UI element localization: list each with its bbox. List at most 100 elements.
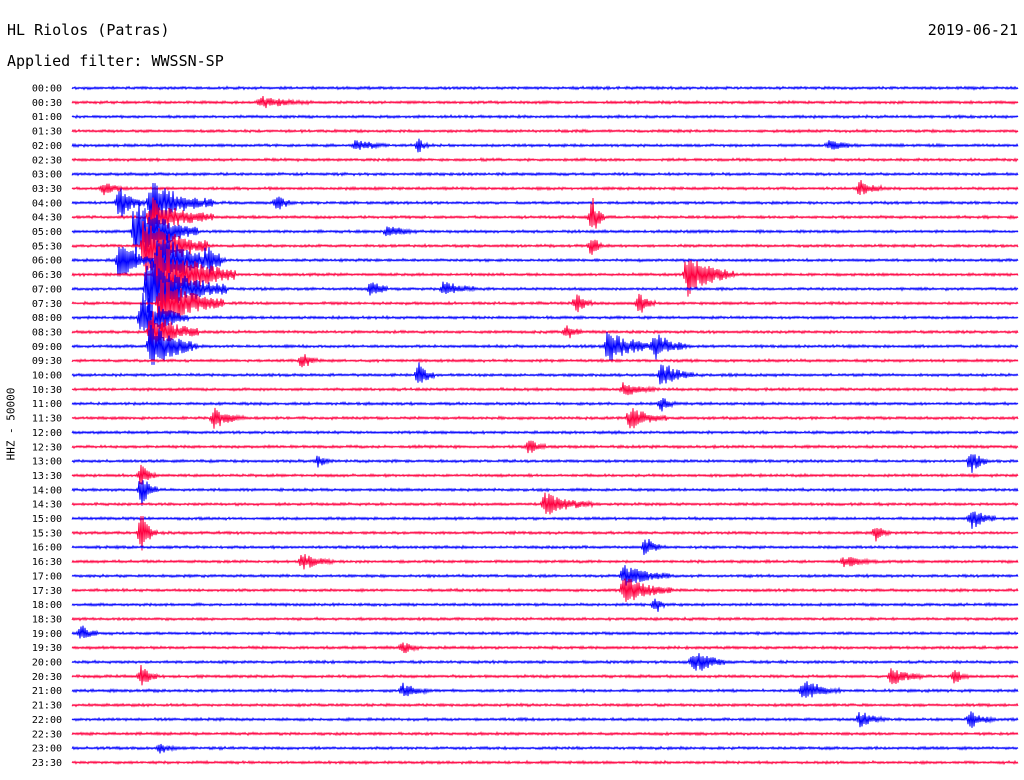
- row-time-label: 20:30: [32, 672, 62, 683]
- trace-row: [71, 200, 1019, 265]
- trace-row: [71, 711, 1019, 728]
- trace-row: [71, 246, 1019, 307]
- row-time-label: 11:00: [32, 399, 62, 410]
- row-time-label: 08:30: [32, 327, 62, 338]
- row-time-label: 05:00: [32, 227, 62, 238]
- row-time-label: 06:00: [32, 256, 62, 267]
- row-time-label: 19:30: [32, 643, 62, 654]
- trace-row: [71, 440, 1019, 454]
- trace-row: [71, 511, 1019, 529]
- row-time-label: 14:30: [32, 500, 62, 511]
- row-time-label: 14:00: [32, 485, 62, 496]
- row-time-label: 17:00: [32, 571, 62, 582]
- row-time-label: 18:00: [32, 600, 62, 611]
- trace-row: [71, 382, 1019, 396]
- station-title: HL Riolos (Patras): [7, 21, 170, 39]
- trace-row: [71, 539, 1019, 555]
- row-time-label: 13:30: [32, 471, 62, 482]
- trace-row: [71, 113, 1019, 120]
- row-time-label: 16:30: [32, 557, 62, 568]
- trace-row: [71, 138, 1019, 153]
- trace-row: [71, 397, 1019, 412]
- row-time-label: 02:00: [32, 141, 62, 152]
- trace-row: [71, 464, 1019, 485]
- trace-row: [71, 354, 1019, 368]
- row-time-label: 11:30: [32, 414, 62, 425]
- trace-row: [71, 565, 1019, 586]
- row-time-label: 22:30: [32, 729, 62, 740]
- filter-label: Applied filter: WWSSN-SP: [7, 52, 224, 70]
- trace-row: [71, 492, 1019, 515]
- trace-row: [71, 578, 1019, 602]
- trace-row: [71, 653, 1019, 671]
- row-time-label: 07:00: [32, 284, 62, 295]
- trace-row: [71, 554, 1019, 570]
- row-time-label: 10:00: [32, 371, 62, 382]
- trace-row: [71, 454, 1019, 473]
- row-time-label: 00:30: [32, 98, 62, 109]
- trace-row: [71, 279, 1019, 331]
- trace-row: [71, 362, 1019, 385]
- row-time-label: 15:30: [32, 528, 62, 539]
- row-time-label: 23:30: [32, 758, 62, 769]
- row-time-label: 04:30: [32, 213, 62, 224]
- trace-row: [71, 292, 1019, 336]
- trace-row: [71, 759, 1019, 766]
- row-time-label: 03:30: [32, 184, 62, 195]
- trace-row: [71, 182, 1019, 222]
- row-time-label: 08:00: [32, 313, 62, 324]
- trace-row: [71, 180, 1019, 196]
- trace-row: [71, 235, 1019, 281]
- trace-row: [71, 515, 1019, 551]
- trace-row: [71, 257, 1019, 323]
- trace-row: [71, 743, 1019, 754]
- trace-row: [71, 325, 1019, 365]
- trace-row: [71, 407, 1019, 429]
- trace-row: [71, 625, 1019, 639]
- row-time-label: 21:30: [32, 701, 62, 712]
- row-time-label: 22:00: [32, 715, 62, 726]
- row-time-label: 12:30: [32, 442, 62, 453]
- trace-row: [71, 197, 1019, 234]
- trace-row: [71, 85, 1019, 91]
- row-time-label: 06:30: [32, 270, 62, 281]
- trace-row: [71, 480, 1019, 506]
- row-time-label: 16:00: [32, 543, 62, 554]
- trace-row: [71, 681, 1019, 698]
- row-time-label: 03:00: [32, 170, 62, 181]
- row-time-label: 20:00: [32, 658, 62, 669]
- row-time-label: 10:30: [32, 385, 62, 396]
- trace-row: [71, 311, 1019, 348]
- row-time-label: 21:00: [32, 686, 62, 697]
- trace-row: [71, 171, 1019, 177]
- row-time-label: 00:00: [32, 84, 62, 95]
- trace-row: [71, 221, 1019, 281]
- row-time-label: 09:00: [32, 342, 62, 353]
- row-time-label: 09:30: [32, 356, 62, 367]
- row-time-label: 19:00: [32, 629, 62, 640]
- row-time-label: 05:30: [32, 241, 62, 252]
- row-time-label: 17:30: [32, 586, 62, 597]
- trace-row: [71, 664, 1019, 686]
- row-time-label: 23:00: [32, 744, 62, 755]
- trace-row: [71, 598, 1019, 612]
- trace-row: [71, 702, 1019, 708]
- row-time-label: 13:00: [32, 457, 62, 468]
- trace-row: [71, 128, 1019, 134]
- row-time-label: 01:30: [32, 127, 62, 138]
- trace-row: [71, 95, 1019, 109]
- trace-row: [71, 616, 1019, 622]
- trace-row: [71, 731, 1019, 737]
- row-time-label: 04:00: [32, 198, 62, 209]
- row-time-label: 18:30: [32, 614, 62, 625]
- row-time-label: 02:30: [32, 155, 62, 166]
- row-time-label: 07:30: [32, 299, 62, 310]
- trace-row: [71, 429, 1019, 436]
- row-time-label: 01:00: [32, 112, 62, 123]
- row-time-label: 15:00: [32, 514, 62, 525]
- row-time-label: 12:00: [32, 428, 62, 439]
- trace-row: [71, 642, 1019, 654]
- record-date: 2019-06-21: [927, 21, 1018, 39]
- trace-row: [71, 157, 1019, 163]
